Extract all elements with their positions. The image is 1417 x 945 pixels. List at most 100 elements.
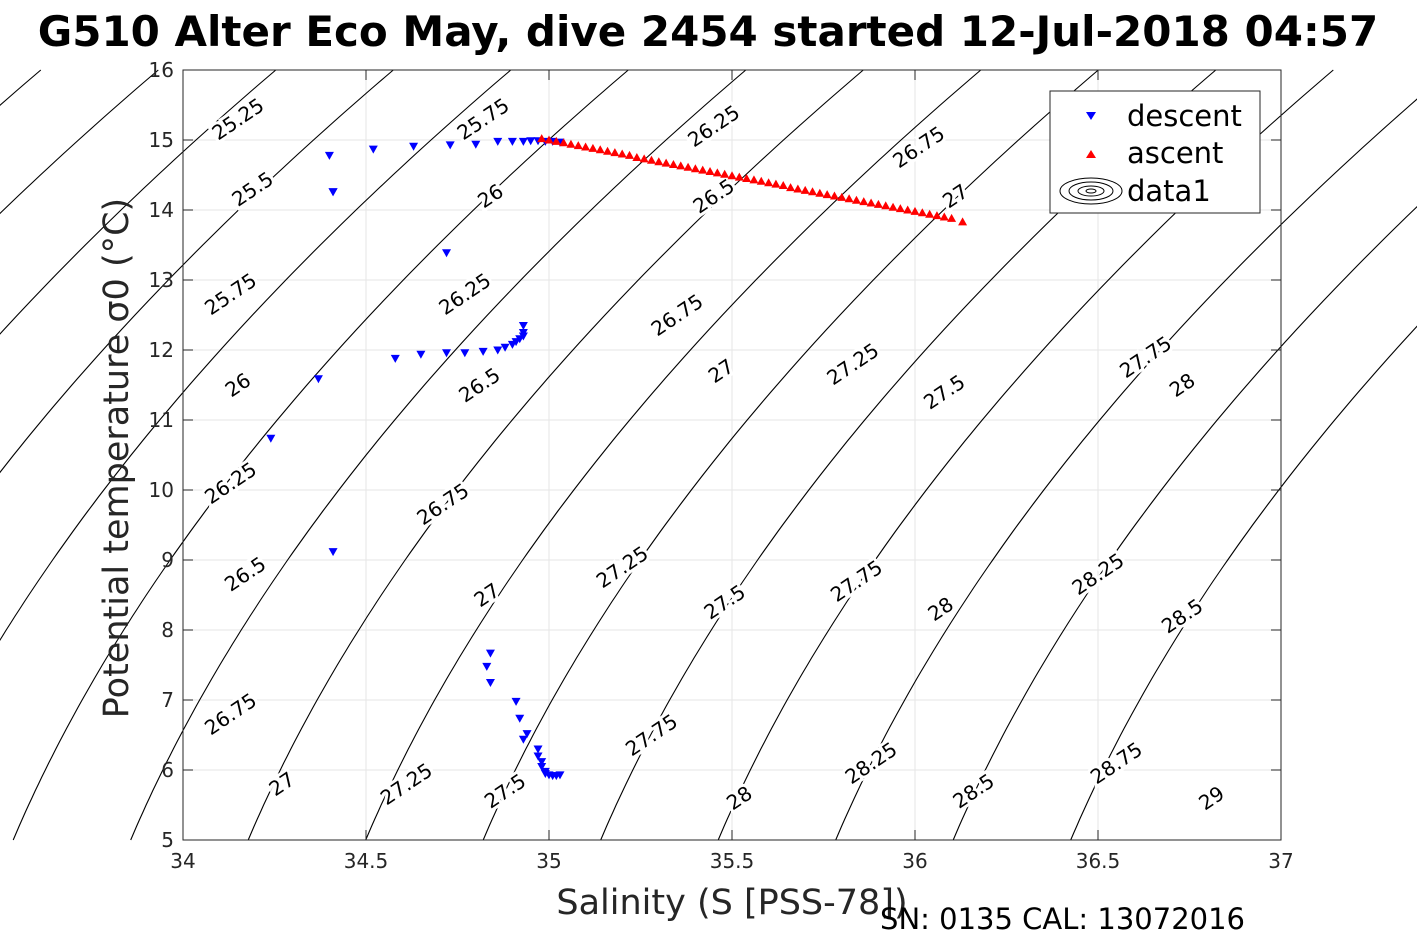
ascent-point bbox=[734, 172, 744, 181]
ascent-point bbox=[646, 155, 656, 164]
y-tick-label: 11 bbox=[149, 408, 174, 432]
y-axis-label: Potential temperature σ0 (°C) bbox=[97, 198, 137, 718]
ascent-point bbox=[764, 178, 774, 187]
ascent-point bbox=[786, 183, 796, 192]
contour-line bbox=[835, 98, 1417, 841]
y-tick-label: 9 bbox=[161, 548, 174, 572]
descent-point bbox=[555, 771, 565, 780]
ascent-point bbox=[873, 199, 883, 208]
contour-line bbox=[12, 69, 629, 841]
ascent-point bbox=[588, 143, 598, 152]
descent-point bbox=[518, 735, 528, 744]
ascent-point bbox=[958, 217, 968, 226]
ascent-point bbox=[910, 206, 920, 215]
descent-point bbox=[500, 343, 510, 352]
descent-point bbox=[537, 758, 547, 767]
ascent-point bbox=[698, 165, 708, 174]
ascent-point bbox=[676, 161, 686, 170]
y-tick-label: 10 bbox=[149, 478, 174, 502]
ascent-point bbox=[778, 181, 788, 189]
descent-point bbox=[518, 137, 528, 146]
descent-point bbox=[390, 354, 400, 363]
ascent-point bbox=[742, 174, 752, 182]
y-tick-label: 8 bbox=[161, 618, 174, 642]
ascent-point bbox=[815, 188, 825, 197]
ascent-point bbox=[603, 146, 613, 155]
descent-point bbox=[324, 151, 334, 160]
ascent-point bbox=[749, 175, 759, 184]
ascent-point bbox=[917, 208, 927, 217]
ascent-point bbox=[881, 201, 891, 210]
ascent-point bbox=[654, 157, 664, 166]
y-axis: 5 6 7 8 9 10 11 12 13 14 15 16 bbox=[149, 58, 1281, 852]
y-tick-label: 15 bbox=[149, 128, 174, 152]
contour-line bbox=[0, 69, 512, 642]
descent-point bbox=[522, 730, 532, 739]
contour-line bbox=[482, 69, 1099, 841]
legend-descent-marker bbox=[1086, 112, 1096, 120]
x-tick-label: 34.5 bbox=[344, 849, 389, 873]
x-tick-label: 36.5 bbox=[1076, 849, 1121, 873]
y-tick-label: 6 bbox=[161, 758, 174, 782]
ascent-point bbox=[844, 194, 854, 203]
legend: descent ascent data1 bbox=[1049, 90, 1261, 214]
descent-point bbox=[537, 763, 547, 771]
y-tick-label: 12 bbox=[149, 338, 174, 362]
ascent-point bbox=[551, 136, 561, 145]
ascent-point bbox=[690, 164, 700, 173]
descent-point bbox=[442, 349, 452, 358]
ascent-point bbox=[851, 195, 861, 204]
ascent-point bbox=[581, 142, 591, 151]
ascent-point bbox=[537, 134, 547, 143]
y-tick-label: 13 bbox=[149, 268, 174, 292]
descent-point bbox=[485, 679, 495, 687]
ascent-point bbox=[668, 160, 678, 168]
descent-point bbox=[493, 137, 503, 146]
ascent-point bbox=[573, 141, 583, 150]
contour-line bbox=[130, 69, 747, 841]
chart-title: G510 Alter Eco May, dive 2454 started 12… bbox=[38, 7, 1378, 56]
ascent-point bbox=[683, 162, 693, 171]
ascent-point bbox=[800, 185, 810, 194]
descent-point bbox=[266, 434, 276, 443]
ascent-point bbox=[617, 149, 627, 158]
ascent-point bbox=[639, 154, 649, 163]
descent-point bbox=[485, 649, 495, 658]
ascent-point bbox=[888, 202, 898, 211]
descent-point bbox=[328, 548, 338, 557]
legend-ascent-label: ascent bbox=[1127, 136, 1223, 170]
descent-point bbox=[368, 145, 378, 154]
ascent-point bbox=[595, 145, 605, 154]
descent-point bbox=[518, 329, 528, 337]
descent-point bbox=[511, 697, 521, 706]
legend-contour-icon bbox=[1059, 177, 1123, 205]
descent-point bbox=[460, 349, 470, 358]
descent-point bbox=[533, 745, 543, 754]
descent-point bbox=[507, 137, 517, 146]
descent-point bbox=[313, 375, 323, 384]
descent-point bbox=[442, 249, 452, 258]
ascent-point bbox=[712, 168, 722, 177]
ascent-point bbox=[705, 167, 715, 175]
descent-point bbox=[493, 346, 503, 355]
ascent-point bbox=[939, 212, 949, 221]
ascent-point bbox=[610, 148, 620, 157]
ascent-point bbox=[756, 176, 766, 185]
ascent-point bbox=[625, 150, 635, 159]
ascent-point bbox=[947, 213, 957, 222]
ascent-point bbox=[837, 192, 847, 201]
ascent-point bbox=[925, 209, 935, 218]
x-axis: 34 34.5 35 35.5 36 36.5 37 bbox=[170, 70, 1294, 873]
ascent-point bbox=[866, 198, 876, 207]
y-tick-label: 14 bbox=[149, 198, 174, 222]
descent-point bbox=[409, 142, 419, 151]
ascent-point bbox=[793, 184, 803, 193]
x-tick-label: 37 bbox=[1268, 849, 1293, 873]
contour-line bbox=[0, 69, 159, 215]
ascent-point bbox=[727, 171, 737, 180]
contour-line bbox=[0, 69, 394, 474]
descent-point bbox=[526, 137, 536, 146]
ascent-point bbox=[771, 179, 781, 188]
ascent-point bbox=[544, 135, 554, 144]
legend-box bbox=[1049, 90, 1261, 214]
